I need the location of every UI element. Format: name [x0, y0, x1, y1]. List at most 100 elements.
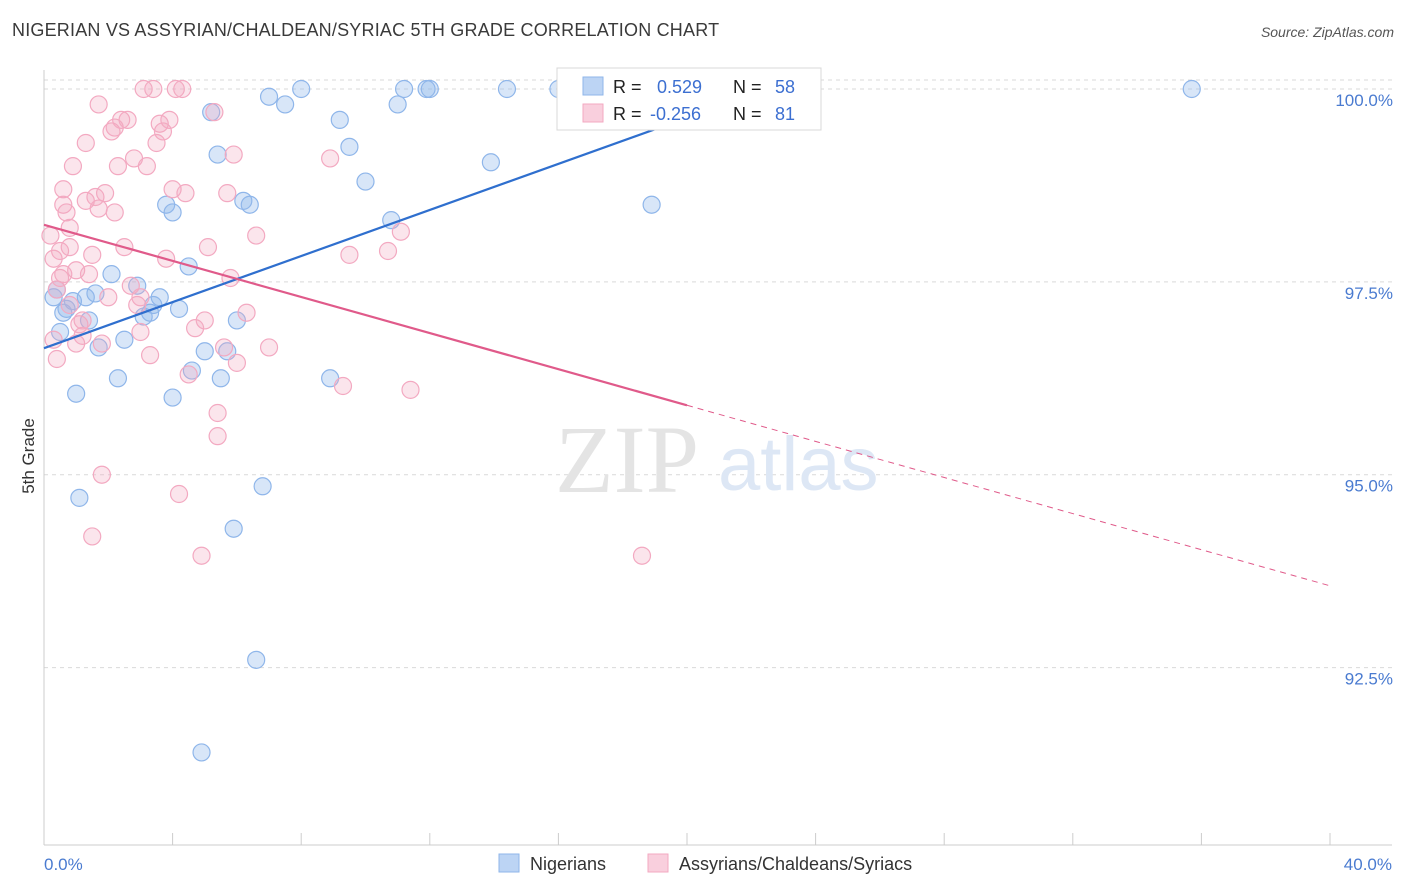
- data-point: [153, 122, 173, 141]
- data-point: [76, 133, 95, 153]
- data-point: [150, 288, 169, 307]
- data-point: [166, 79, 185, 99]
- data-point: [391, 222, 410, 241]
- trend-line: [43, 223, 688, 407]
- data-point: [128, 276, 147, 295]
- data-point: [99, 288, 118, 307]
- data-point: [131, 322, 150, 342]
- data-point: [92, 465, 111, 484]
- data-point: [115, 330, 134, 349]
- legend-label-nigerians: Nigerians: [530, 854, 606, 874]
- stats-n-value: 81: [775, 104, 795, 124]
- data-point: [205, 103, 224, 122]
- data-point: [292, 79, 311, 99]
- data-point: [497, 79, 517, 99]
- data-point: [401, 380, 420, 399]
- data-point: [54, 180, 73, 199]
- data-point: [208, 403, 227, 423]
- data-point: [47, 280, 66, 299]
- data-point: [147, 133, 166, 153]
- data-point: [642, 195, 661, 214]
- y-tick-label: 95.0%: [1345, 477, 1393, 496]
- watermark: ZIP atlas: [555, 406, 879, 513]
- data-point: [76, 288, 95, 307]
- data-point: [134, 79, 153, 99]
- data-point: [118, 110, 137, 129]
- trend-lines: [43, 87, 1331, 587]
- data-point: [321, 149, 340, 168]
- data-point: [57, 203, 76, 222]
- stats-swatch-nigerians: [582, 76, 604, 96]
- data-point: [70, 488, 89, 507]
- stats-n-label: N =: [733, 77, 762, 97]
- data-point: [140, 346, 160, 365]
- source-credit: Source: ZipAtlas.com: [1260, 24, 1394, 40]
- data-point: [137, 157, 156, 176]
- data-point: [247, 650, 266, 669]
- data-point: [378, 241, 398, 261]
- data-point: [163, 388, 182, 407]
- data-point: [211, 369, 230, 388]
- x-tick-label: 40.0%: [1344, 855, 1392, 874]
- legend-swatch-nigerians: [498, 853, 520, 873]
- data-point: [73, 326, 92, 345]
- trend-line-extension: [686, 404, 1331, 587]
- y-tick-label: 100.0%: [1335, 91, 1393, 110]
- data-point: [169, 484, 189, 504]
- data-point: [47, 349, 66, 369]
- data-point: [224, 145, 243, 164]
- data-point: [79, 265, 99, 284]
- data-point: [89, 95, 108, 114]
- data-point: [89, 199, 108, 218]
- data-point: [173, 79, 192, 99]
- legend-label-assyrians: Assyrians/Chaldeans/Syriacs: [679, 854, 912, 874]
- y-tick-label: 92.5%: [1345, 670, 1393, 689]
- data-point: [160, 110, 179, 129]
- y-axis-label: 5th Grade: [19, 418, 38, 494]
- data-point: [92, 334, 111, 353]
- data-point: [276, 95, 295, 114]
- data-point: [102, 265, 121, 284]
- data-point: [420, 79, 439, 99]
- data-point: [259, 338, 279, 357]
- data-point: [224, 519, 243, 538]
- x-tick-label: 0.0%: [44, 855, 83, 874]
- data-point: [253, 477, 272, 496]
- trend-line: [43, 87, 768, 350]
- data-point: [112, 110, 131, 129]
- data-point: [192, 546, 211, 565]
- data-point: [192, 743, 211, 762]
- data-point: [176, 184, 195, 203]
- data-point: [340, 137, 359, 156]
- data-point: [60, 238, 79, 257]
- legend-swatch-assyrians: [647, 853, 669, 873]
- data-point: [186, 319, 205, 338]
- stats-n-value: 58: [775, 77, 795, 97]
- data-point: [340, 245, 359, 264]
- stats-r-label: R =: [613, 77, 642, 97]
- data-point: [83, 527, 102, 546]
- axes: 100.0% 97.5% 95.0% 92.5% 0.0% 40.0%: [43, 70, 1393, 874]
- data-point: [218, 184, 237, 203]
- data-point: [163, 203, 182, 222]
- watermark-zip: ZIP: [555, 406, 699, 513]
- chart-title: NIGERIAN VS ASSYRIAN/CHALDEAN/SYRIAC 5TH…: [12, 20, 720, 40]
- data-point: [198, 238, 218, 257]
- stats-n-label: N =: [733, 104, 762, 124]
- data-point: [179, 365, 198, 384]
- data-point: [259, 87, 279, 106]
- data-point: [54, 265, 73, 284]
- data-point: [240, 195, 259, 214]
- data-point: [208, 145, 227, 164]
- data-point: [195, 311, 214, 330]
- data-point: [356, 172, 375, 191]
- data-point: [195, 342, 214, 361]
- data-point: [481, 153, 500, 172]
- legend: Nigerians Assyrians/Chaldeans/Syriacs: [498, 853, 912, 874]
- data-point: [1182, 79, 1201, 99]
- data-point: [41, 226, 60, 245]
- stats-r-value: -0.256: [650, 104, 701, 124]
- data-point: [333, 376, 353, 396]
- data-point: [237, 303, 256, 322]
